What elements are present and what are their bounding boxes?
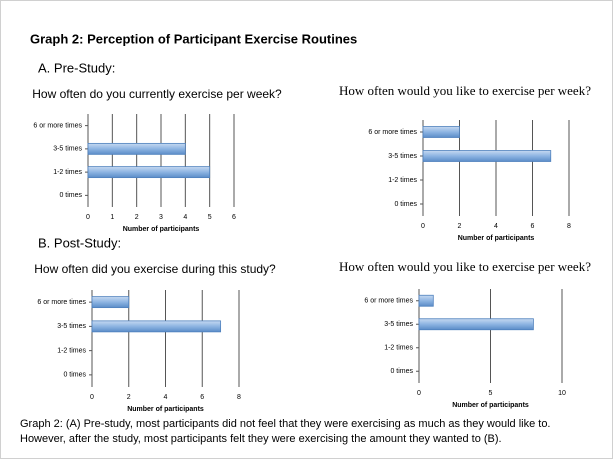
x-tick-label: 8 [237, 394, 241, 401]
y-tick-label: 6 or more times [364, 298, 413, 305]
x-tick-label: 8 [567, 223, 571, 230]
y-tick-label: 3-5 times [57, 323, 86, 330]
x-axis-label: Number of participants [123, 226, 200, 233]
x-axis-label: Number of participants [458, 235, 535, 242]
x-axis-label: Number of participants [127, 406, 204, 413]
y-tick-label: 0 times [59, 192, 82, 199]
y-tick-label: 6 or more times [368, 129, 417, 136]
y-tick-label: 0 times [394, 201, 417, 208]
bar [418, 318, 534, 331]
x-tick-label: 10 [558, 390, 566, 397]
x-tick-label: 2 [458, 223, 462, 230]
caption-line: However, after the study, most participa… [20, 433, 502, 445]
y-tick-label: 6 or more times [37, 299, 86, 306]
section-b: B. Post-Study: [38, 235, 121, 250]
x-tick-label: 4 [164, 394, 168, 401]
x-tick-label: 6 [531, 223, 535, 230]
y-tick-label: 3-5 times [384, 321, 413, 328]
chart-title: How often did you exercise during this s… [34, 262, 276, 276]
caption-line: Graph 2: (A) Pre-study, most participant… [20, 418, 551, 430]
x-tick-label: 4 [183, 214, 187, 221]
x-tick-label: 0 [86, 214, 90, 221]
x-tick-label: 5 [208, 214, 212, 221]
y-tick-label: 6 or more times [33, 122, 82, 129]
y-tick-label: 1-2 times [384, 345, 413, 352]
chart-title: How often do you currently exercise per … [32, 87, 282, 101]
x-tick-label: 0 [90, 394, 94, 401]
chart-title: How often would you like to exercise per… [339, 83, 591, 98]
y-tick-label: 1-2 times [57, 347, 86, 354]
bar [91, 296, 130, 309]
x-tick-label: 5 [489, 390, 493, 397]
y-tick-label: 3-5 times [388, 153, 417, 160]
x-tick-label: 4 [494, 223, 498, 230]
x-tick-label: 3 [159, 214, 163, 221]
y-tick-label: 1-2 times [53, 169, 82, 176]
x-tick-label: 6 [232, 214, 236, 221]
x-tick-label: 0 [417, 390, 421, 397]
x-tick-label: 2 [135, 214, 139, 221]
chart-title: How often would you like to exercise per… [339, 259, 591, 274]
bar [91, 320, 222, 333]
x-tick-label: 6 [200, 394, 204, 401]
x-tick-label: 2 [127, 394, 131, 401]
section-a: A. Pre-Study: [38, 60, 115, 75]
bar [422, 150, 552, 162]
bar [422, 126, 460, 138]
x-axis-label: Number of participants [452, 402, 529, 409]
bar [87, 166, 211, 179]
bar [87, 142, 186, 155]
doc-title: Graph 2: Perception of Participant Exerc… [30, 31, 357, 46]
bar [418, 294, 434, 307]
y-tick-label: 0 times [390, 368, 413, 375]
y-tick-label: 0 times [63, 372, 86, 379]
y-tick-label: 1-2 times [388, 177, 417, 184]
y-tick-label: 3-5 times [53, 146, 82, 153]
x-tick-label: 1 [110, 214, 114, 221]
x-tick-label: 0 [421, 223, 425, 230]
